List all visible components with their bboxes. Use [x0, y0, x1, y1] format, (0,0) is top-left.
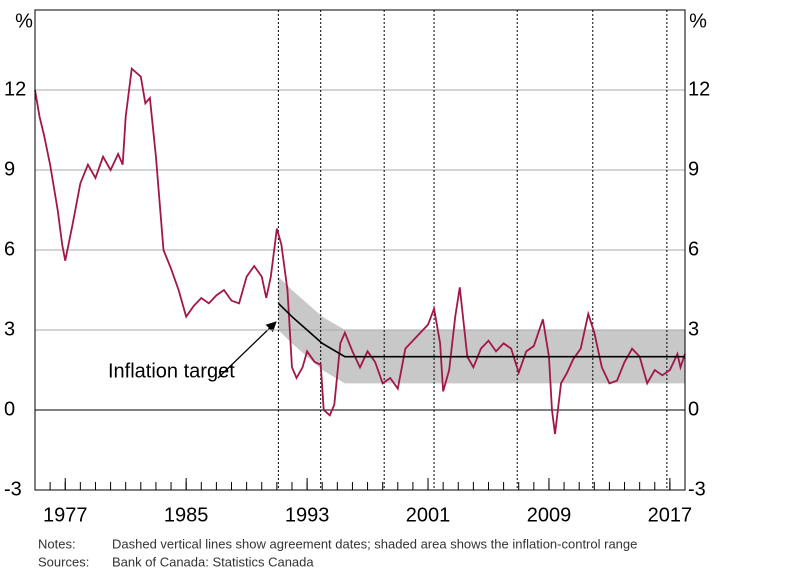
y2-label: % [689, 10, 707, 32]
y2-tick-label: 6 [688, 238, 699, 260]
y-label: % [15, 10, 33, 32]
annotation-arrow [217, 321, 277, 379]
y2-tick-label: 12 [688, 78, 710, 100]
notes: Dashed vertical lines show agreement dat… [112, 536, 637, 551]
sources: Bank of Canada: Statistics Canada [112, 554, 314, 569]
x-tick-label: 2009 [527, 504, 572, 526]
plot-frame [34, 9, 686, 491]
x-tick-label: 1977 [43, 504, 88, 526]
y-tick-label: 9 [4, 158, 15, 180]
x-tick-label: 1993 [285, 504, 330, 526]
x-tick-label: 1985 [164, 504, 209, 526]
series-line [277, 302, 685, 358]
y-tick-label: 3 [4, 318, 15, 340]
annotation: Inflation target [108, 360, 235, 382]
series-line [34, 66, 686, 435]
y-tick-label: 6 [4, 238, 15, 260]
x-tick-label: 2001 [406, 504, 451, 526]
y-tick-label: 12 [4, 78, 26, 100]
sources-label: Sources: [38, 554, 89, 569]
y2-tick-label: 0 [688, 398, 699, 420]
x-tick-label: 2017 [648, 504, 693, 526]
y2-tick-label: -3 [688, 478, 706, 500]
y-tick-label: 0 [4, 398, 15, 420]
notes-label: Notes: [38, 536, 76, 551]
y2-tick-label: 3 [688, 318, 699, 340]
y-tick-label: -3 [4, 478, 22, 500]
y2-tick-label: 9 [688, 158, 699, 180]
